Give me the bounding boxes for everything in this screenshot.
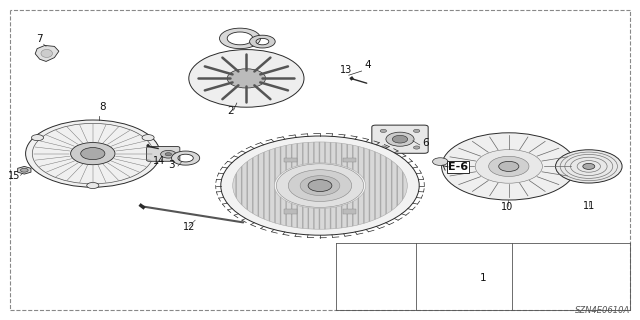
Text: 14: 14 [152,156,165,166]
FancyBboxPatch shape [284,209,297,214]
Circle shape [556,150,622,183]
Wedge shape [220,28,260,49]
Circle shape [20,168,28,172]
FancyBboxPatch shape [284,157,297,162]
Circle shape [276,164,364,207]
Circle shape [70,142,115,165]
Text: 10: 10 [501,202,514,212]
Text: 4: 4 [365,60,371,70]
FancyBboxPatch shape [147,147,180,161]
Circle shape [87,182,99,188]
Circle shape [475,150,543,183]
FancyBboxPatch shape [344,157,356,162]
Wedge shape [172,151,200,165]
Circle shape [386,132,414,146]
Circle shape [31,135,44,141]
Circle shape [288,170,352,202]
Circle shape [221,136,419,235]
Text: 3: 3 [168,160,175,170]
Text: 13: 13 [339,65,352,75]
Circle shape [442,133,576,200]
Circle shape [300,176,340,196]
Text: 1: 1 [480,273,486,284]
Text: E-6: E-6 [448,162,468,172]
Text: 8: 8 [99,102,106,112]
Circle shape [489,156,529,177]
Circle shape [308,180,332,192]
Circle shape [433,158,448,165]
Polygon shape [35,45,59,61]
Circle shape [142,135,154,141]
Circle shape [380,146,387,149]
Text: 7: 7 [36,34,43,44]
Polygon shape [18,166,31,174]
Ellipse shape [41,50,52,58]
Text: 2: 2 [227,106,234,116]
Circle shape [413,146,420,149]
Text: 11: 11 [582,201,595,211]
Wedge shape [250,35,275,48]
Circle shape [227,69,266,88]
FancyBboxPatch shape [344,209,356,214]
Circle shape [380,129,387,132]
Circle shape [413,129,420,132]
Text: SZN4E0610A: SZN4E0610A [575,306,630,315]
Circle shape [392,135,408,143]
Circle shape [26,120,160,187]
Wedge shape [233,142,407,229]
Text: 15: 15 [8,171,20,181]
Circle shape [189,50,304,107]
Circle shape [499,161,519,172]
Circle shape [583,164,595,169]
Text: 6: 6 [422,138,429,148]
Circle shape [81,148,105,160]
Text: 12: 12 [182,222,195,232]
Circle shape [165,153,172,156]
Circle shape [161,150,176,158]
FancyBboxPatch shape [372,125,428,153]
